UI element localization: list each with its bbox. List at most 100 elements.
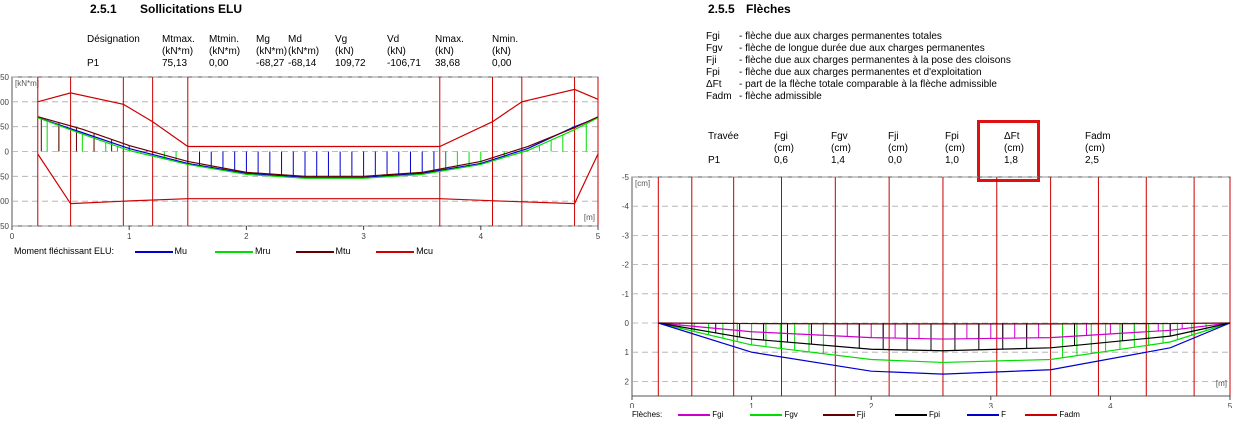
y-tick-label: -100 (0, 98, 10, 107)
y-tick-label: 2 (625, 377, 630, 386)
section-title-fleches: 2.5.5 Flèches (708, 2, 791, 16)
y-tick-label: -2 (622, 261, 630, 270)
legend-item-label: Fgi (712, 410, 724, 419)
col-header: ΔFt (1004, 131, 1020, 142)
legend-item-mru: Mru (215, 246, 293, 256)
definition-symbol: Fji (706, 55, 717, 66)
legend-item-fji: Fji (822, 410, 893, 419)
col-header: Vg (335, 34, 348, 45)
series-line-mcu (37, 153, 599, 205)
x-tick-label: 4 (479, 232, 484, 241)
x-tick-label: 2 (869, 402, 874, 408)
cell: -68,14 (288, 58, 317, 69)
col-header: Fgi (774, 131, 788, 142)
x-tick-label: 0 (630, 402, 635, 408)
legend-item-mu: Mu (134, 246, 213, 256)
series-line-fji (658, 322, 1231, 325)
y-tick-label: 0 (5, 148, 10, 157)
x-tick-label: 0 (10, 232, 15, 241)
series-line-mu (37, 117, 599, 178)
legend-item-mtu: Mtu (295, 246, 374, 256)
cell: 0,0 (888, 155, 902, 166)
legend-label: Flèches: (632, 410, 663, 419)
col-header: Mtmin. (209, 34, 239, 45)
col-header: Mg (256, 34, 270, 45)
col-unit: (kN) (435, 46, 454, 57)
col-unit: (kN*m) (256, 46, 288, 57)
y-tick-label: 100 (0, 197, 10, 206)
plot-frame (631, 176, 1231, 397)
y-tick-label: -1 (622, 290, 630, 299)
deflection-legend: Flèches: Fgi Fgv Fji Fpi F Fadm (632, 410, 1095, 419)
moment-legend: Moment fléchissant ELU: Mu Mru Mtu Mcu (14, 246, 454, 256)
legend-item-label: Mcu (416, 246, 434, 256)
legend-item-fadm: Fadm (1025, 410, 1095, 419)
x-tick-label: 1 (127, 232, 132, 241)
cell: 109,72 (335, 58, 366, 69)
fleches-table: Travée Fgi Fgv Fji Fpi ΔFt Fadm (cm) (cm… (708, 131, 1125, 167)
col-unit: (kN*m) (162, 46, 194, 57)
col-header: Md (288, 34, 302, 45)
legend-item-fgv: Fgv (750, 410, 820, 419)
definition-text: - flèche admissible (739, 91, 822, 102)
y-tick-label: -50 (0, 123, 10, 132)
col-header: Fgv (831, 131, 848, 142)
col-header: Nmin. (492, 34, 519, 45)
col-unit: (kN) (387, 46, 406, 57)
definition-item: Fgi - flèche due aux charges permanentes … (706, 31, 1011, 43)
definition-text: - flèche due aux charges permanentes tot… (739, 31, 942, 42)
col-header: Vd (387, 34, 400, 45)
section-title-sollicitations: 2.5.1 Sollicitations ELU (90, 2, 242, 16)
series-line-mru (37, 117, 599, 179)
col-unit: (cm) (1004, 143, 1024, 154)
y-tick-label: -3 (622, 231, 630, 240)
section-number: 2.5.5 (708, 2, 735, 16)
cell: 1,4 (831, 155, 845, 166)
cell: 0,6 (774, 155, 788, 166)
deflection-chart: -5 -4 -3 -2 -1 0 1 2 0 1 2 3 4 5 [cm] [m] (622, 173, 1233, 408)
table-row: P1 75,13 0,00 -68,27 -68,14 109,72 -106,… (87, 58, 532, 70)
y-tick-label: -4 (622, 202, 630, 211)
x-tick-label: 2 (244, 232, 249, 241)
col-unit: (cm) (945, 143, 965, 154)
table-row: P1 0,6 1,4 0,0 1,0 1,8 2,5 (708, 155, 1125, 167)
definition-symbol: ΔFt (706, 79, 722, 90)
series-line-mtu (37, 116, 599, 177)
legend-item-label: Fadm (1059, 410, 1080, 419)
x-tick-label: 3 (989, 402, 994, 408)
x-tick-label: 3 (361, 232, 366, 241)
series-line-mcu (37, 88, 599, 148)
cell: P1 (87, 58, 100, 69)
col-header: Fadm (1085, 131, 1111, 142)
section-title-text: Sollicitations ELU (140, 2, 243, 16)
legend-label: Moment fléchissant ELU: (14, 246, 115, 256)
y-axis-label: [cm] (635, 179, 650, 188)
cell: 0,00 (209, 58, 229, 69)
legend-item-label: F (1001, 410, 1007, 419)
definition-text: - flèche due aux charges permanentes à l… (739, 55, 1011, 66)
x-tick-label: 5 (596, 232, 601, 241)
series-line-f (658, 322, 1231, 375)
col-header: Nmax. (435, 34, 464, 45)
series-line-fpi (658, 322, 1231, 352)
definition-text: - flèche due aux charges permanentes et … (739, 67, 982, 78)
legend-item-fpi: Fpi (894, 410, 965, 419)
definition-item: Fpi - flèche due aux charges permanentes … (706, 67, 1011, 79)
legend-item-mcu: Mcu (376, 246, 454, 256)
legend-item-f: F (967, 410, 1023, 419)
series-line-fgi (658, 322, 1231, 340)
cell: 38,68 (435, 58, 461, 69)
definitions-list: Fgi - flèche due aux charges permanentes … (706, 31, 1011, 103)
x-tick-label: 4 (1108, 402, 1113, 408)
col-unit: (cm) (774, 143, 794, 154)
y-tick-label: 150 (0, 222, 10, 231)
cell: 75,13 (162, 58, 188, 69)
definition-symbol: Fgi (706, 31, 720, 42)
cell: 0,00 (492, 58, 512, 69)
legend-item-label: Mru (255, 246, 271, 256)
legend-item-label: Fgv (784, 410, 798, 419)
col-header: Travée (708, 131, 739, 142)
definition-text: - flèche de longue durée due aux charges… (739, 43, 985, 54)
cell: P1 (708, 155, 721, 166)
col-unit (87, 46, 162, 58)
